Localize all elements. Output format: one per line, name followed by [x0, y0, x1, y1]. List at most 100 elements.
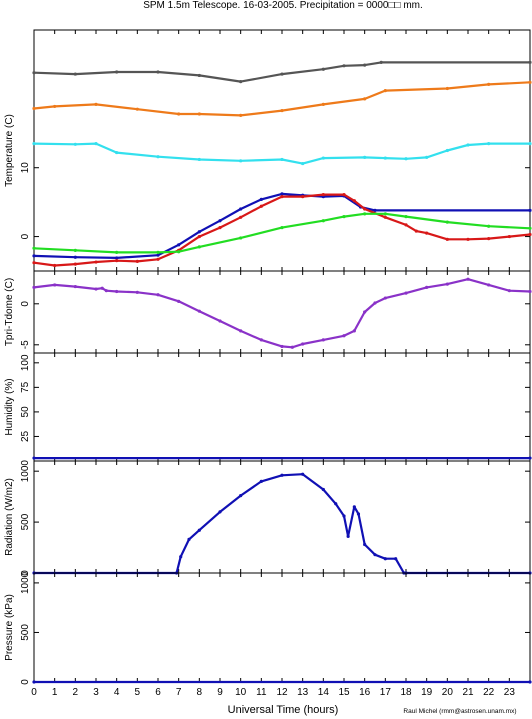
- data-point: [425, 231, 429, 235]
- data-point: [321, 102, 325, 106]
- data-point: [73, 248, 77, 252]
- data-point: [156, 70, 160, 74]
- data-point: [135, 290, 139, 294]
- x-tick-label: 8: [197, 687, 203, 698]
- panel-frame: [33, 352, 531, 462]
- x-tick-label: 11: [256, 687, 267, 698]
- data-point: [445, 86, 449, 91]
- y-axis-label: Temperature (C): [4, 114, 15, 187]
- data-point: [352, 505, 356, 509]
- data-point: [135, 107, 139, 111]
- series-line-cyan: [33, 142, 530, 165]
- data-point: [73, 284, 77, 289]
- data-point: [487, 283, 491, 287]
- data-point: [507, 289, 511, 293]
- data-point: [115, 289, 119, 294]
- data-point: [487, 224, 491, 228]
- data-point: [414, 229, 418, 233]
- x-tick-label: 17: [380, 687, 392, 698]
- x-tick-label: 14: [318, 687, 330, 698]
- y-tick-label: 0: [20, 233, 31, 239]
- data-point: [197, 157, 201, 162]
- data-point: [32, 456, 36, 460]
- data-point: [528, 226, 532, 230]
- data-point: [404, 291, 408, 295]
- data-point: [528, 289, 532, 294]
- data-point: [94, 142, 98, 146]
- data-point: [94, 260, 98, 264]
- data-point: [94, 102, 98, 106]
- data-point: [352, 199, 356, 203]
- data-point: [528, 680, 532, 684]
- x-tick-label: 12: [276, 687, 288, 698]
- data-point: [179, 555, 183, 559]
- y-tick-label: 1000: [20, 571, 31, 594]
- data-point: [53, 104, 57, 109]
- panel-1: 0 10 Temperature (C): [4, 29, 532, 272]
- x-tick-label: 10: [235, 687, 247, 698]
- y-tick-label: 500: [20, 513, 31, 530]
- x-tick-label: 18: [400, 687, 412, 698]
- data-point: [342, 215, 346, 219]
- y-tick-label: 75: [20, 381, 31, 393]
- data-point: [334, 502, 338, 506]
- data-point: [487, 82, 491, 86]
- y-tick-label: 500: [20, 624, 31, 641]
- series-line-green: [33, 212, 531, 254]
- data-point: [394, 557, 398, 561]
- data-point: [425, 155, 429, 159]
- data-point: [321, 156, 325, 160]
- data-point: [321, 219, 325, 223]
- data-point: [53, 263, 57, 268]
- x-tick-label: 4: [114, 687, 120, 698]
- data-point: [104, 289, 108, 293]
- series-line-orange: [33, 81, 531, 117]
- data-point: [404, 215, 408, 219]
- data-point: [528, 208, 532, 213]
- y-axis-label: Humidity (%): [4, 378, 15, 435]
- x-axis-label: Universal Time (hours): [228, 704, 339, 716]
- panel-2: -5 0 Tpri-Tdome (C): [4, 270, 532, 354]
- data-point: [53, 283, 57, 287]
- data-point: [528, 232, 532, 237]
- data-point: [73, 262, 77, 266]
- x-tick-label: 20: [442, 687, 454, 698]
- data-point: [425, 285, 429, 289]
- data-point: [528, 80, 532, 84]
- data-point: [259, 338, 263, 342]
- x-tick-label: 3: [93, 687, 99, 698]
- data-point: [342, 514, 346, 518]
- data-point: [73, 255, 77, 259]
- data-point: [100, 286, 104, 290]
- data-point: [280, 226, 284, 230]
- data-point: [32, 246, 36, 250]
- x-tick-label: 1: [52, 687, 58, 698]
- data-point: [301, 472, 305, 476]
- x-tick-label: 15: [338, 687, 350, 698]
- x-tick-label: 21: [462, 687, 474, 698]
- data-point: [197, 245, 201, 249]
- x-tick-label: 7: [176, 687, 182, 698]
- data-point: [404, 157, 408, 161]
- y-tick-label: 10: [20, 162, 31, 174]
- data-point: [156, 293, 160, 297]
- data-point: [259, 204, 263, 208]
- data-point: [156, 155, 160, 159]
- data-point: [445, 220, 449, 224]
- y-tick-label: 100: [20, 354, 31, 371]
- y-tick-label: 50: [20, 406, 31, 418]
- data-point: [383, 557, 387, 561]
- data-point: [187, 537, 191, 542]
- data-point: [352, 329, 356, 333]
- data-point: [115, 150, 119, 155]
- y-tick-label: -5: [20, 340, 31, 349]
- data-point: [259, 479, 263, 483]
- data-point: [290, 345, 294, 349]
- data-point: [445, 282, 449, 286]
- data-point: [239, 113, 243, 117]
- data-point: [177, 250, 181, 254]
- data-point: [135, 259, 139, 263]
- series-line-dark_gray: [33, 61, 530, 83]
- x-tick-label: 13: [297, 687, 309, 698]
